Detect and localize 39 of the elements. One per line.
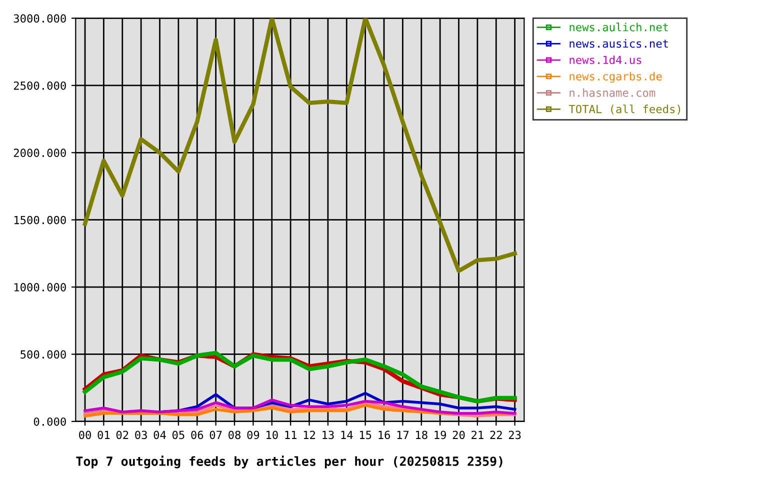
y-tick-label: 500.000 [20,350,66,359]
x-tick-label: 11 [285,430,296,439]
y-tick-label: 1500.000 [14,216,66,224]
x-tick-label: 02 [116,430,128,440]
legend-label: news.aulich.net [570,22,668,32]
text: Top 7 outgoing feeds by articles per hour (20250815 2359) [76,456,502,468]
x-tick-label: 05 [172,430,184,440]
x-tick-label: 19 [434,430,446,440]
x-tick-label: 09 [247,430,260,440]
y-tick-label: 1000.000 [14,283,66,292]
y-tick-label: 3000.000 [14,14,66,23]
legend-label: n.hasname.com [570,88,656,97]
x-tick-label: 00 [79,430,91,440]
x-tick-label: 23 [508,430,521,440]
x-tick-label: 12 [304,430,315,439]
x-tick-label: 17 [397,430,409,439]
x-tick-label: 22 [490,430,502,439]
legend-label: TOTAL (all feeds) [568,104,680,115]
x-tick-label: 15 [360,430,372,440]
x-tick-label: 03 [135,430,147,440]
y-tick-label: 2500.000 [14,81,66,90]
x-tick-label: 16 [378,430,390,440]
x-tick-label: 20 [452,430,465,440]
y-tick-label: 0.000 [34,417,66,426]
legend-label: news.1d4.us [570,55,642,64]
x-tick-label: 14 [341,430,353,439]
x-tick-label: 18 [416,430,428,440]
x-tick-label: 08 [228,430,240,440]
x-tick-label: 13 [322,430,334,440]
line-series [82,18,517,273]
x-tick-label: 06 [191,430,204,440]
x-tick-label: 07 [210,430,222,440]
y-tick-label: 2000.000 [14,148,66,158]
x-tick-label: 01 [98,430,110,440]
x-tick-label: 10 [266,430,278,440]
legend-label: news.cgarbs.de [570,72,662,83]
x-tick-label: 04 [154,430,166,440]
x-tick-label: 21 [472,430,484,439]
legend-label: news.ausics.net [570,39,668,48]
